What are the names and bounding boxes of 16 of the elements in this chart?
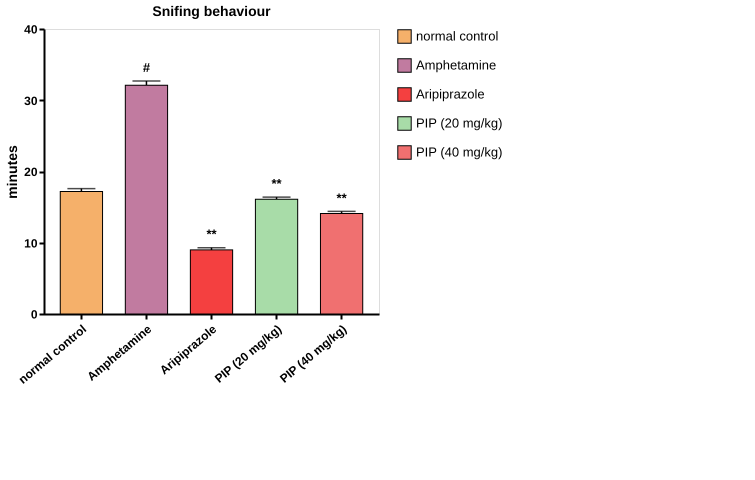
y-tick-label: 10: [24, 236, 38, 250]
data-label: **: [336, 190, 348, 206]
y-tick-label: 20: [24, 165, 38, 179]
legend-label: Amphetamine: [416, 58, 496, 72]
y-axis-title: minutes: [4, 144, 20, 199]
y-tick-label: 30: [24, 94, 38, 108]
legend-label: Aripiprazole: [416, 86, 485, 102]
y-tick-label: 40: [24, 22, 38, 36]
legend-label: normal control: [416, 28, 498, 44]
data-label: **: [206, 226, 218, 242]
data-label: #: [142, 60, 151, 76]
chart-title: Snifing behaviour: [152, 3, 272, 19]
data-label: **: [271, 176, 283, 192]
y-tick-label: 0: [30, 308, 38, 322]
legend-label: PIP (40 mg/kg): [416, 144, 502, 160]
legend-label: PIP (20 mg/kg): [416, 116, 502, 130]
